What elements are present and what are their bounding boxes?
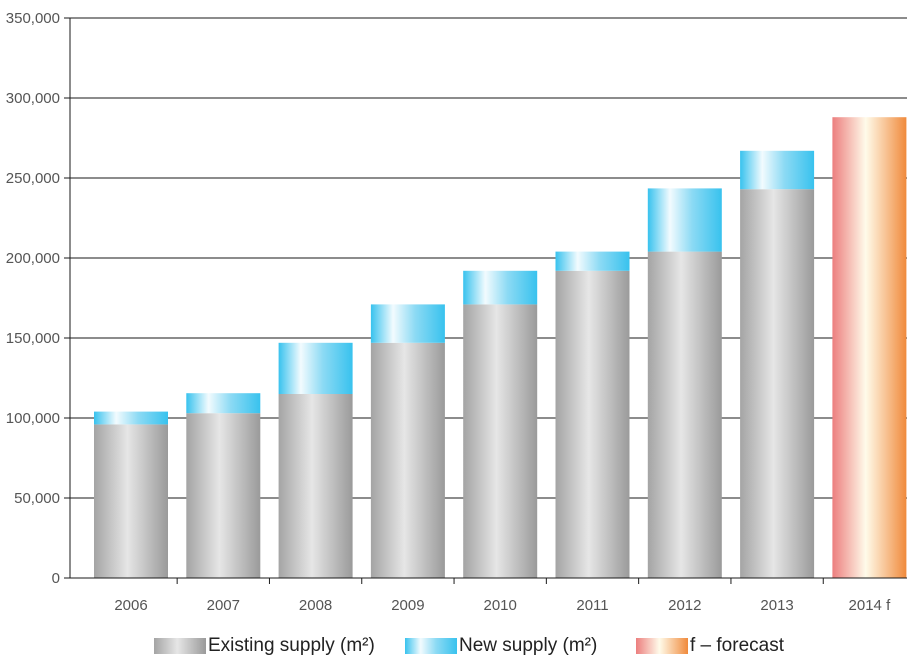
legend-item-existing: Existing supply (m²): [154, 632, 375, 660]
x-tick-label: 2006: [114, 597, 147, 614]
bar-existing-2011: [555, 270, 630, 578]
x-tick-label: 2009: [391, 597, 424, 614]
stacked-bar-chart: 0 50,000 100,000 150,000 200,000 250,000 300,0…: [6, 10, 907, 614]
bar-new-2011: [555, 251, 630, 271]
bar-existing-2010: [463, 304, 538, 578]
bar-existing-2006: [94, 424, 168, 578]
bar-new-2008: [278, 342, 353, 394]
bar-existing-2007: [186, 413, 261, 578]
legend-item-new: New supply (m²): [405, 632, 597, 660]
x-tick-label: 2011: [576, 597, 608, 614]
y-tick-label: 150,000: [6, 330, 60, 347]
bar-new-2007: [186, 393, 261, 414]
bar-new-2009: [370, 304, 445, 343]
legend: Existing supply (m²) New supply (m²) f –…: [0, 632, 907, 662]
bar-new-2006: [94, 411, 168, 425]
x-tick-label: 2012: [668, 597, 701, 614]
bar-new-2013: [740, 150, 815, 190]
bar-new-2010: [463, 270, 538, 305]
legend-label-new: New supply (m²): [459, 635, 598, 656]
x-tick-label: 2010: [484, 597, 517, 614]
y-tick-label: 100,000: [6, 410, 60, 427]
x-tick-label: 2008: [299, 597, 332, 614]
tick-labels: 0 50,000 100,000 150,000 200,000 250,000 300,0…: [6, 10, 891, 614]
bar-existing-2012: [647, 251, 722, 578]
bars: [94, 117, 907, 578]
y-tick-label: 350,000: [6, 10, 60, 27]
legend-swatch-new: [405, 638, 457, 654]
legend-label-forecast: f – forecast: [690, 635, 784, 656]
y-tick-label: 50,000: [14, 490, 60, 507]
axes: [64, 17, 907, 584]
y-tick-label: 0: [52, 570, 60, 587]
legend-swatch-existing: [154, 638, 206, 654]
bar-existing-2008: [278, 394, 353, 578]
legend-label-existing: Existing supply (m²): [208, 635, 375, 656]
legend-item-forecast: f – forecast: [636, 632, 784, 660]
bar-new-2012: [647, 188, 722, 252]
bar-existing-2013: [740, 189, 815, 578]
bar-existing-2009: [370, 342, 445, 578]
x-tick-label: 2007: [207, 597, 240, 614]
y-tick-label: 200,000: [6, 250, 60, 267]
legend-swatch-forecast: [636, 638, 688, 654]
x-tick-label: 2013: [760, 597, 793, 614]
y-tick-label: 250,000: [6, 170, 60, 187]
bar-forecast-2014-f: [832, 117, 907, 578]
x-tick-label: 2014 f: [849, 597, 892, 614]
y-tick-label: 300,000: [6, 90, 60, 107]
